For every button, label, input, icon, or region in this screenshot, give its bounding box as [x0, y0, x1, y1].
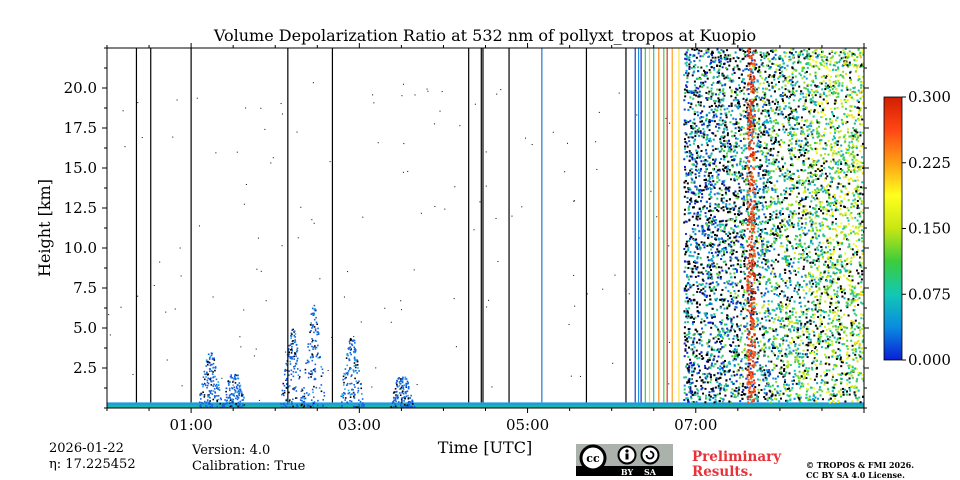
cc-logo-text: cc: [586, 452, 600, 465]
colorbar-tick-label: 0.225: [908, 154, 951, 172]
surface-layer-band: [107, 404, 864, 408]
measurement-date: 2026-01-22: [49, 441, 124, 456]
y-axis-label: Height [km]: [35, 179, 54, 277]
calibration-text: Calibration: True: [192, 459, 306, 474]
colorbar-tick-label: 0.075: [908, 285, 951, 303]
x-tick-label: 05:00: [506, 416, 549, 434]
by-label: BY: [621, 467, 634, 477]
colorbar: [883, 96, 903, 361]
aerosol-plume-0: [198, 352, 224, 408]
warm-column: [746, 48, 757, 404]
noise-region: [683, 48, 864, 404]
x-tick-label: 01:00: [169, 416, 212, 434]
sa-label: SA: [644, 467, 657, 477]
y-tick-label: 20.0: [64, 79, 97, 97]
y-tick-label: 15.0: [64, 159, 97, 177]
chart-title: Volume Depolarization Ratio at 532 nm of…: [213, 26, 756, 45]
sa-share-alike-icon: [640, 445, 660, 465]
colorbar-tick-label: 0.150: [908, 220, 951, 238]
aerosol-plume-2: [280, 328, 306, 408]
copyright-text: © TROPOS & FMI 2026.: [806, 460, 915, 470]
y-tick-label: 7.5: [73, 279, 97, 297]
colorbar-tick-label: 0.300: [908, 88, 951, 106]
license-text: CC BY SA 4.0 License.: [806, 470, 905, 480]
noise-specks: [108, 82, 671, 401]
x-tick-label: 07:00: [674, 416, 717, 434]
aerosol-plume-1: [221, 373, 247, 408]
y-tick-label: 2.5: [73, 359, 97, 377]
cc-license-badge: cc BY SA: [576, 444, 673, 477]
preliminary-label: Preliminary: [692, 449, 782, 465]
y-tick-label: 10.0: [64, 239, 97, 257]
eta-value: η: 17.225452: [49, 457, 136, 472]
preliminary-results-label: Results.: [692, 464, 753, 480]
y-tick-label: 5.0: [73, 319, 97, 337]
aerosol-plume-5: [389, 376, 416, 408]
y-tick-label: 17.5: [64, 119, 97, 137]
colorbar-tick-label: 0.000: [908, 351, 951, 369]
x-axis-label: Time [UTC]: [438, 438, 532, 457]
aerosol-plume-4: [339, 338, 365, 408]
y-tick-label: 12.5: [64, 199, 97, 217]
aerosol-plume-3: [301, 304, 328, 408]
cc-logo-icon: [579, 444, 607, 472]
version-text: Version: 4.0: [192, 443, 271, 458]
x-tick-label: 03:00: [338, 416, 381, 434]
